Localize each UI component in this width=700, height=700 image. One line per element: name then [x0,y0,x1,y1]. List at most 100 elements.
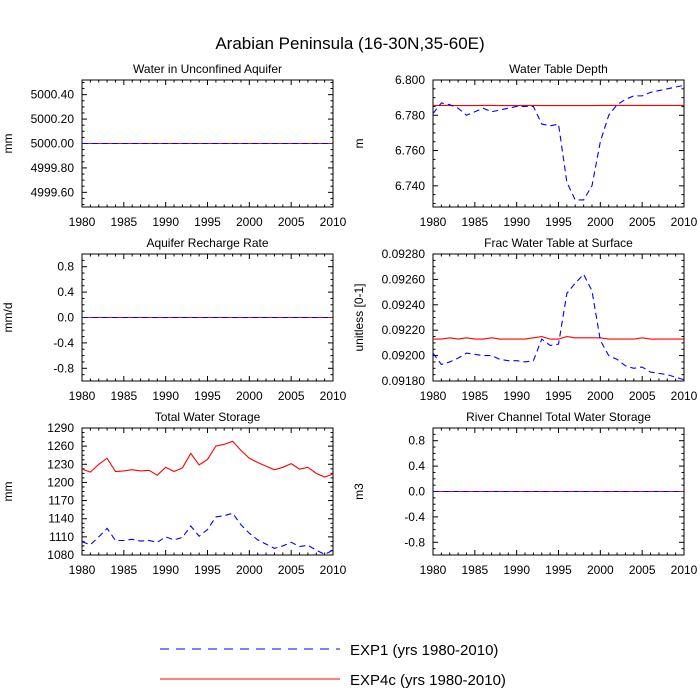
y-tick-label: 4999.80 [31,161,75,175]
y-tick-label: 5000.00 [31,137,75,151]
y-tick-label: 0.09220 [382,323,426,337]
x-tick-label: 2010 [320,563,347,577]
y-tick-label: 1140 [48,512,74,526]
x-tick-label: 1990 [152,215,179,229]
x-tick-label: 2000 [587,215,614,229]
y-axis-label: unitless [0-1] [352,283,366,351]
x-tick-label: 2010 [671,215,698,229]
panel-title: Water in Unconfined Aquifer [133,62,282,76]
legend-label-exp4c: EXP4c (yrs 1980-2010) [350,672,506,689]
y-tick-label: 1200 [47,475,74,489]
x-tick-label: 1985 [461,563,488,577]
y-tick-label: 1080 [47,548,74,562]
y-axis-label: m3 [352,483,366,500]
x-tick-label: 1995 [545,389,572,403]
panel-4: Frac Water Table at Surface unitless [0-1… [352,236,698,403]
y-tick-label: 0.09260 [382,272,426,286]
panel-title: Total Water Storage [155,410,261,424]
y-tick-label: 5000.20 [31,112,75,126]
y-tick-label: 6.800 [395,73,425,87]
series-line-exp4c [433,335,684,340]
x-tick-label: 1990 [152,389,179,403]
y-tick-label: 0.0 [408,485,425,499]
y-tick-label: 0.8 [57,260,74,274]
x-tick-label: 1980 [69,389,96,403]
y-tick-label: 1170 [48,494,74,508]
y-axis-label: mm/d [1,303,15,333]
panel-3: Aquifer Recharge Rate mm/d 1980 1985 1990 199… [1,236,347,403]
x-tick-label: 2000 [587,563,614,577]
y-axis-label: mm [1,134,15,154]
y-tick-label: 1290 [47,421,74,435]
x-tick-label: 1990 [152,563,179,577]
panel-title: Aquifer Recharge Rate [146,236,268,250]
series-line-exp1 [81,512,334,556]
x-tick-label: 2005 [278,563,305,577]
y-tick-label: 0.09200 [382,349,426,363]
x-tick-label: 2010 [671,389,698,403]
y-tick-label: 1230 [47,457,74,471]
legend-label-exp1: EXP1 (yrs 1980-2010) [350,642,498,659]
figure-title: Arabian Peninsula (16-30N,35-60E) [215,34,484,53]
y-tick-label: -0.8 [404,535,425,549]
y-tick-label: 0.4 [57,285,74,299]
panel-title: Frac Water Table at Surface [484,236,633,250]
y-axis-label: mm [1,482,15,502]
y-tick-label: -0.4 [53,336,74,350]
x-tick-label: 1985 [461,215,488,229]
series-line-exp1 [432,84,685,201]
x-tick-label: 1990 [503,215,530,229]
panel-5: Total Water Storage mm 1980 1985 1990 1995 200… [1,410,347,577]
x-tick-label: 1990 [503,563,530,577]
y-axis-label: m [352,139,366,149]
y-tick-label: 6.780 [395,108,425,122]
panel-title: Water Table Depth [509,62,608,76]
x-tick-label: 1995 [194,215,221,229]
x-tick-label: 1995 [194,563,221,577]
x-tick-label: 2000 [236,215,263,229]
panel-2: Water Table Depth m 1980 1985 1990 1995 2000 20… [352,62,698,229]
x-tick-label: 1985 [110,563,137,577]
y-tick-label: 0.8 [408,434,425,448]
y-tick-label: 1260 [47,439,74,453]
y-tick-label: 1110 [49,530,74,544]
panel-title: River Channel Total Water Storage [466,410,651,424]
y-tick-label: 0.4 [408,459,425,473]
x-tick-label: 2005 [629,563,656,577]
x-tick-label: 1995 [545,563,572,577]
y-tick-label: 0.09240 [382,298,426,312]
x-tick-label: 1980 [420,215,447,229]
x-tick-label: 1995 [194,389,221,403]
x-tick-label: 2005 [629,215,656,229]
x-tick-label: 2010 [320,215,347,229]
y-tick-label: 0.0 [57,311,74,325]
x-tick-label: 2005 [278,389,305,403]
y-tick-label: 6.760 [395,144,425,158]
y-tick-label: 4999.60 [31,185,75,199]
x-tick-label: 2005 [278,215,305,229]
x-tick-label: 1980 [69,563,96,577]
x-tick-label: 1980 [69,215,96,229]
x-tick-label: 1985 [461,389,488,403]
y-tick-label: -0.4 [404,510,425,524]
series-line-exp1 [432,273,685,381]
y-tick-label: -0.8 [53,361,74,375]
x-tick-label: 1995 [545,215,572,229]
y-tick-label: 0.09280 [382,247,426,261]
x-tick-label: 2005 [629,389,656,403]
x-tick-label: 2000 [236,563,263,577]
x-tick-label: 2010 [320,389,347,403]
x-tick-label: 2000 [236,389,263,403]
x-tick-label: 1990 [503,389,530,403]
x-tick-label: 1980 [420,389,447,403]
panel-6: River Channel Total Water Storage m3 1980 1… [352,410,698,577]
x-tick-label: 1985 [110,215,137,229]
y-tick-label: 5000.40 [31,88,75,102]
x-tick-label: 1985 [110,389,137,403]
x-tick-label: 1980 [420,563,447,577]
panel-1: Water in Unconfined Aquifer mm 1980 1985 199… [1,62,347,229]
y-tick-label: 6.740 [395,179,425,193]
legend: EXP1 (yrs 1980-2010) EXP4c (yrs 1980-201… [160,642,506,689]
y-tick-label: 0.09180 [382,374,426,388]
